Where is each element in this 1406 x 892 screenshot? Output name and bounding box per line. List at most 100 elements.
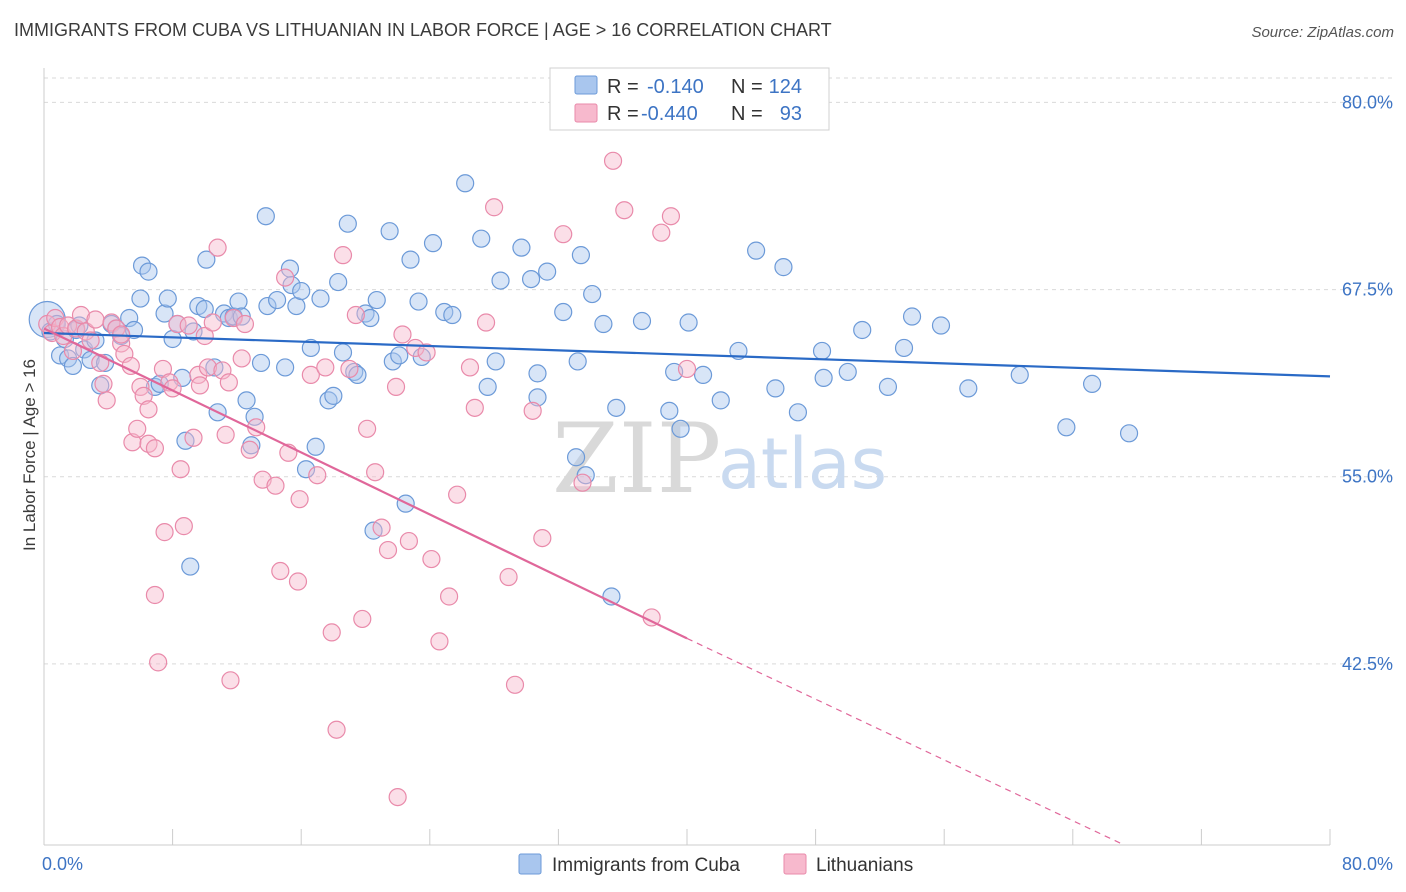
cuba-point bbox=[1010, 365, 1029, 385]
lithuanians-point bbox=[554, 225, 573, 244]
cuba-point bbox=[931, 316, 951, 335]
legend-swatch-cuba bbox=[574, 75, 598, 95]
chart-title: IMMIGRANTS FROM CUBA VS LITHUANIAN IN LA… bbox=[14, 20, 832, 40]
lithuanians-point bbox=[465, 398, 484, 417]
cuba-point bbox=[401, 250, 420, 269]
cuba-point bbox=[390, 346, 409, 365]
lithuanians-point bbox=[316, 358, 335, 377]
cuba-point bbox=[528, 364, 547, 383]
trend-line-cuba bbox=[43, 331, 1331, 378]
lithuanians-point bbox=[322, 623, 341, 642]
legend-swatch-lithuanians bbox=[574, 103, 598, 123]
cuba-point bbox=[361, 308, 380, 328]
lithuanians-point bbox=[203, 313, 222, 332]
cuba-point bbox=[679, 313, 698, 332]
watermark: ZIP atlas bbox=[552, 403, 887, 515]
lithuanians-point bbox=[499, 567, 518, 587]
trend-line-lithuanians-extension bbox=[686, 637, 1125, 846]
cuba-point bbox=[333, 343, 353, 362]
lithuanians-point bbox=[149, 653, 168, 672]
cuba-point bbox=[338, 214, 357, 233]
series-cuba-points bbox=[28, 174, 1139, 606]
lithuanians-point bbox=[216, 425, 235, 444]
tick-labels: 42.5% 55.0% 67.5% 80.0% 0.0% 80.0% bbox=[42, 92, 1393, 874]
cuba-point bbox=[512, 238, 531, 257]
lithuanians-point bbox=[386, 377, 406, 396]
cuba-point bbox=[472, 229, 491, 248]
cuba-point bbox=[258, 296, 277, 316]
lithuanians-point bbox=[406, 338, 425, 358]
cuba-point bbox=[747, 241, 766, 260]
cuba-point bbox=[814, 368, 833, 388]
lithuanians-point bbox=[485, 198, 504, 217]
lithuanians-point bbox=[358, 419, 377, 438]
cuba-point bbox=[583, 284, 602, 304]
trend-line-lithuanians bbox=[43, 327, 688, 640]
cuba-point bbox=[184, 322, 203, 341]
legend-n-label-cuba: N = bbox=[731, 76, 763, 98]
cuba-point bbox=[571, 246, 591, 265]
cuba-point bbox=[671, 419, 690, 438]
cuba-point bbox=[367, 290, 386, 310]
lithuanians-point bbox=[271, 561, 290, 581]
lithuanians-point bbox=[145, 585, 165, 605]
lithuanians-point bbox=[399, 531, 419, 551]
lithuanians-point bbox=[171, 460, 190, 479]
lithuanians-point bbox=[86, 310, 105, 329]
lithuanians-point bbox=[91, 353, 110, 373]
lithuanians-point bbox=[219, 373, 238, 392]
legend-n-label-lithuanians: N = bbox=[731, 103, 763, 125]
lithuanians-point bbox=[353, 609, 372, 629]
lithuanians-point bbox=[184, 428, 203, 447]
cuba-point bbox=[423, 234, 443, 253]
cuba-point bbox=[267, 290, 287, 310]
y-tick-label: 80.0% bbox=[1342, 92, 1393, 112]
lithuanians-point bbox=[76, 322, 95, 341]
lithuanians-point bbox=[378, 540, 398, 560]
lithuanians-point bbox=[439, 587, 459, 606]
lithuanians-point bbox=[276, 268, 295, 287]
lithuanians-point bbox=[366, 463, 385, 482]
lithuanians-point bbox=[288, 572, 308, 591]
lithuanians-point bbox=[198, 358, 218, 377]
lithuanians-point bbox=[327, 720, 346, 739]
lithuanians-point bbox=[224, 308, 243, 328]
lithuanians-point bbox=[240, 440, 259, 459]
cuba-point bbox=[63, 356, 83, 376]
lithuanians-point bbox=[266, 476, 285, 495]
lithuanians-point bbox=[388, 787, 407, 807]
lithuanians-point bbox=[190, 376, 210, 395]
cuba-point bbox=[120, 308, 139, 328]
cuba-point bbox=[1082, 374, 1102, 393]
lithuanians-point bbox=[661, 207, 681, 226]
cuba-point bbox=[711, 391, 730, 410]
chart-source: Source: ZipAtlas.com bbox=[1251, 24, 1394, 41]
lithuanians-point bbox=[533, 528, 552, 548]
cuba-point bbox=[788, 403, 808, 422]
cuba-point bbox=[251, 353, 271, 373]
cuba-point bbox=[292, 281, 311, 301]
cuba-point bbox=[491, 271, 510, 290]
cuba-point bbox=[256, 207, 275, 226]
lithuanians-point bbox=[123, 433, 142, 452]
cuba-point bbox=[380, 222, 399, 241]
lithuanians-point bbox=[346, 305, 365, 325]
watermark-zip: ZIP bbox=[552, 403, 721, 515]
cuba-point bbox=[878, 377, 898, 396]
cuba-point bbox=[158, 289, 177, 308]
cuba-point bbox=[306, 437, 325, 456]
legend-r-label-lithuanians: R = bbox=[607, 103, 639, 125]
cuba-point bbox=[478, 377, 497, 396]
lithuanians-point bbox=[460, 358, 480, 377]
legend-r-value-cuba: -0.140 bbox=[647, 76, 704, 98]
cuba-point bbox=[195, 299, 214, 319]
y-axis-label: In Labor Force | Age > 16 bbox=[20, 359, 39, 551]
lithuanians-point bbox=[340, 359, 359, 379]
axes bbox=[43, 68, 1331, 846]
cuba-point bbox=[296, 460, 316, 479]
cuba-point bbox=[660, 401, 679, 420]
lithuanians-point bbox=[333, 246, 353, 265]
bottom-legend-swatch-lithuanians bbox=[783, 853, 807, 875]
cuba-point bbox=[774, 258, 793, 277]
